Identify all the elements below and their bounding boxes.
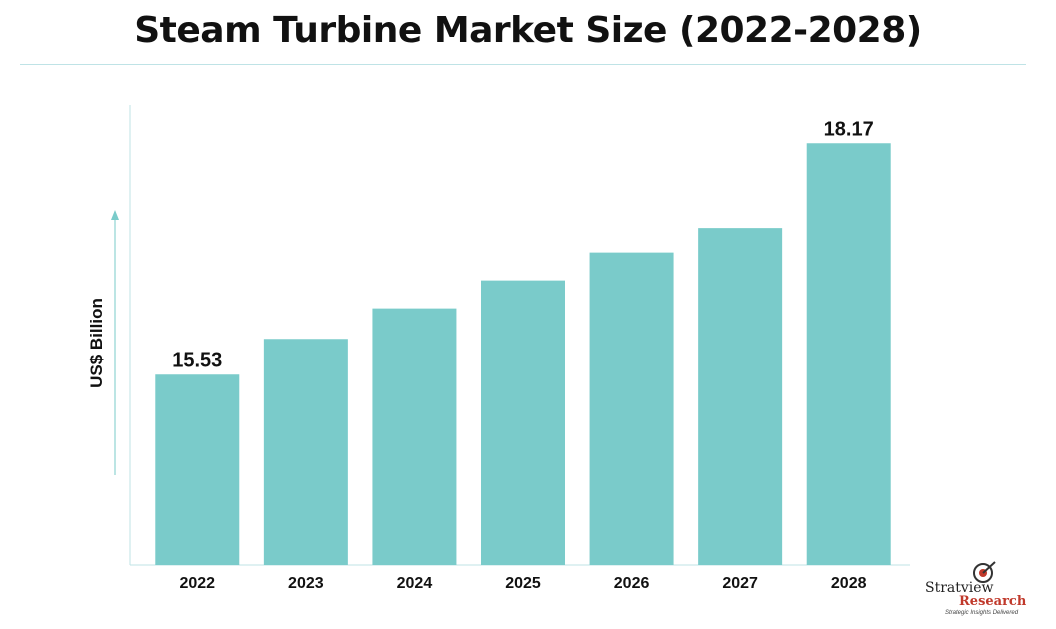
bar-2026 <box>589 252 674 565</box>
bar-2028 <box>806 143 891 565</box>
bar-2022 <box>155 374 240 565</box>
y-axis-arrow-icon <box>111 210 119 220</box>
bar-2023 <box>263 339 348 565</box>
logo-tagline: Strategic Insights Delivered <box>945 610 1019 616</box>
x-tick-label-2025: 2025 <box>505 575 541 592</box>
logo-brand-text-2: Research <box>959 594 1027 609</box>
logo-brand-text: Stratview <box>925 580 994 596</box>
bar-2024 <box>372 308 457 565</box>
logo-target-icon <box>973 561 996 583</box>
title-divider <box>20 64 1026 65</box>
x-tick-label-2026: 2026 <box>614 575 650 592</box>
x-tick-label-2024: 2024 <box>397 575 433 592</box>
x-tick-label-2028: 2028 <box>831 575 867 592</box>
data-label-2022: 15.53 <box>172 349 222 371</box>
x-tick-label-2027: 2027 <box>722 575 758 592</box>
data-label-2028: 18.17 <box>824 118 874 140</box>
bar-2027 <box>698 228 783 565</box>
chart-title: Steam Turbine Market Size (2022-2028) <box>134 10 922 51</box>
x-tick-label-2022: 2022 <box>179 575 215 592</box>
bar-2025 <box>481 280 565 565</box>
stratview-logo: Stratview Research Strategic Insights De… <box>925 560 1035 620</box>
y-axis-label: US$ Billion <box>87 298 106 388</box>
x-tick-label-2023: 2023 <box>288 575 324 592</box>
